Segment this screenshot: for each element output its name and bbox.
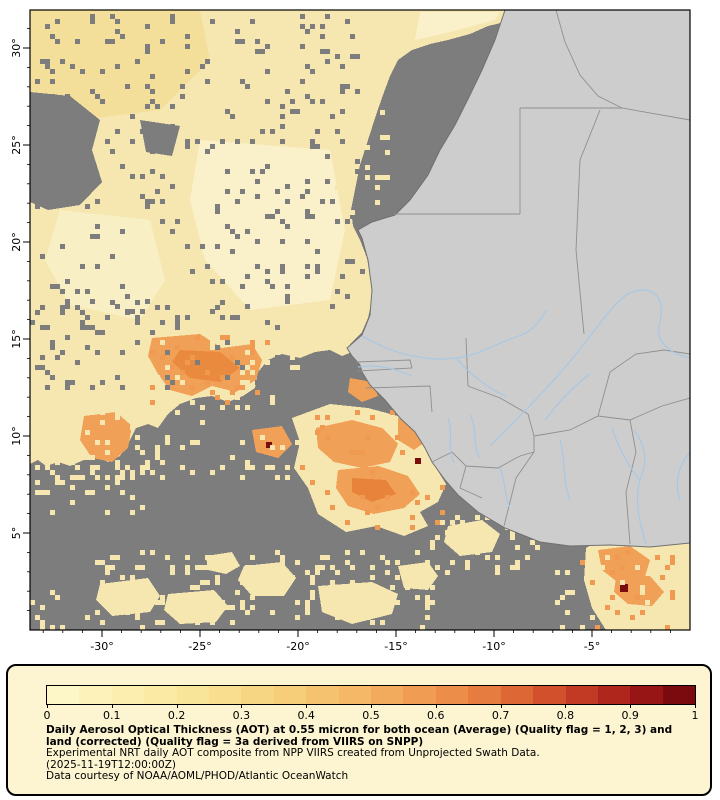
colorbar-tick-label: 0.2 xyxy=(167,709,186,722)
colorbar-segment xyxy=(565,686,598,704)
land-layer xyxy=(346,10,690,548)
colorbar-tick-label: 0.8 xyxy=(556,709,575,722)
legend-timestamp: (2025-11-19T12:00:00Z) xyxy=(46,758,176,771)
land-west-africa xyxy=(346,10,690,548)
x-axis-tick-label: -30° xyxy=(90,640,113,653)
colorbar-tick xyxy=(47,704,48,708)
map-plot: 30° 25° 20° 15° 10° 5° -30° -25° -20° -15° -10° -5° xyxy=(10,9,691,653)
colorbar-tick xyxy=(435,704,437,708)
aerosol-high-dot1 xyxy=(266,442,272,448)
colorbar-segment xyxy=(533,686,566,704)
colorbar-tick-label: 0.4 xyxy=(297,709,315,722)
aerosol-high-dot2 xyxy=(415,458,421,464)
aerosol-data-layer xyxy=(30,10,690,630)
aerosol-field-tone-light3 xyxy=(415,12,500,40)
legend-title: Daily Aerosol Optical Thickness (AOT) at… xyxy=(46,724,673,748)
colorbar-segment xyxy=(403,686,436,704)
colorbar-segment xyxy=(273,686,307,704)
colorbar-segment xyxy=(371,686,404,704)
colorbar-segment xyxy=(144,686,177,704)
aerosol-high-dot3 xyxy=(620,584,628,592)
colorbar-segment xyxy=(47,686,80,704)
colorbar-segment xyxy=(435,686,469,704)
y-axis-tick-label: 5° xyxy=(10,527,23,540)
aerosol-orange-west xyxy=(80,412,132,462)
colorbar-tick xyxy=(695,704,696,708)
colorbar-tick-label: 0.7 xyxy=(491,709,510,722)
colorbar-tick-label: 0.6 xyxy=(427,709,445,722)
aerosol-bottom-patch3 xyxy=(238,562,296,596)
legend-panel: 0 0.1 0.2 0.3 0.4 0.5 0.6 0.7 0.8 0.9 1 Daily Aero… xyxy=(6,664,712,796)
colorbar-tick-label: 0.1 xyxy=(103,709,121,722)
colorbar-tick xyxy=(565,704,567,708)
rivers xyxy=(357,289,690,545)
colorbar-segment xyxy=(176,686,210,704)
colorbar-tick xyxy=(111,704,113,708)
colorbar-segment xyxy=(338,686,372,704)
y-axis-tick-label: 25° xyxy=(10,135,23,155)
aerosol-patch-liberia xyxy=(444,520,500,556)
x-axis-tick-label: -5° xyxy=(584,640,600,653)
colorbar-tick xyxy=(500,704,502,708)
y-axis-tick-label: 20° xyxy=(10,232,23,252)
x-axis-tick-label: -15° xyxy=(384,640,407,653)
aerosol-orange-senegal-core xyxy=(172,350,240,382)
colorbar-tick xyxy=(630,704,632,708)
colorbar-tick-label: 1 xyxy=(691,709,699,722)
map-axes: 30° 25° 20° 15° 10° 5° -30° -25° -20° -15° -10° -5° xyxy=(10,9,691,653)
aerosol-bottom-patch2 xyxy=(164,590,228,624)
y-axis-tick-label: 15° xyxy=(10,329,23,349)
colorbar-tick-label: 0.5 xyxy=(362,709,380,722)
colorbar-segment xyxy=(241,686,274,704)
x-axis-tick-label: -25° xyxy=(188,640,211,653)
colorbar-segment xyxy=(209,686,242,704)
colorbar-tick xyxy=(241,704,243,708)
colorbar-segment xyxy=(468,686,501,704)
colorbar-tick xyxy=(306,704,308,708)
colorbar-segment xyxy=(630,686,663,704)
colorbar xyxy=(46,685,696,705)
x-axis-tick-label: -20° xyxy=(286,640,309,653)
x-axis-tick-label: -10° xyxy=(482,640,505,653)
colorbar-segment xyxy=(79,686,112,704)
colorbar-tick xyxy=(371,704,372,708)
colorbar-segment xyxy=(662,686,696,704)
legend-credit: Data courtesy of NOAA/AOML/PHOD/Atlantic… xyxy=(46,770,349,783)
colorbar-segment xyxy=(306,686,339,704)
y-axis-tick-label: 10° xyxy=(10,426,23,446)
legend-text: Daily Aerosol Optical Thickness (AOT) at… xyxy=(46,724,698,783)
colorbar-tick-label: 0.9 xyxy=(621,709,639,722)
aerosol-cluster-orange1 xyxy=(316,420,398,468)
aerosol-bottom-patch5 xyxy=(398,562,438,590)
y-axis-tick-label: 30° xyxy=(10,38,23,58)
colorbar-tick xyxy=(176,704,178,708)
colorbar-tick-label: 0.3 xyxy=(232,709,251,722)
colorbar-segment xyxy=(111,686,145,704)
aerosol-gulf-orange2 xyxy=(614,576,664,606)
legend-line-experimental: Experimental NRT daily AOT composite fro… xyxy=(46,747,540,760)
colorbar-segment xyxy=(500,686,534,704)
colorbar-segment xyxy=(597,686,631,704)
colorbar-tick-label: 0 xyxy=(43,709,51,722)
